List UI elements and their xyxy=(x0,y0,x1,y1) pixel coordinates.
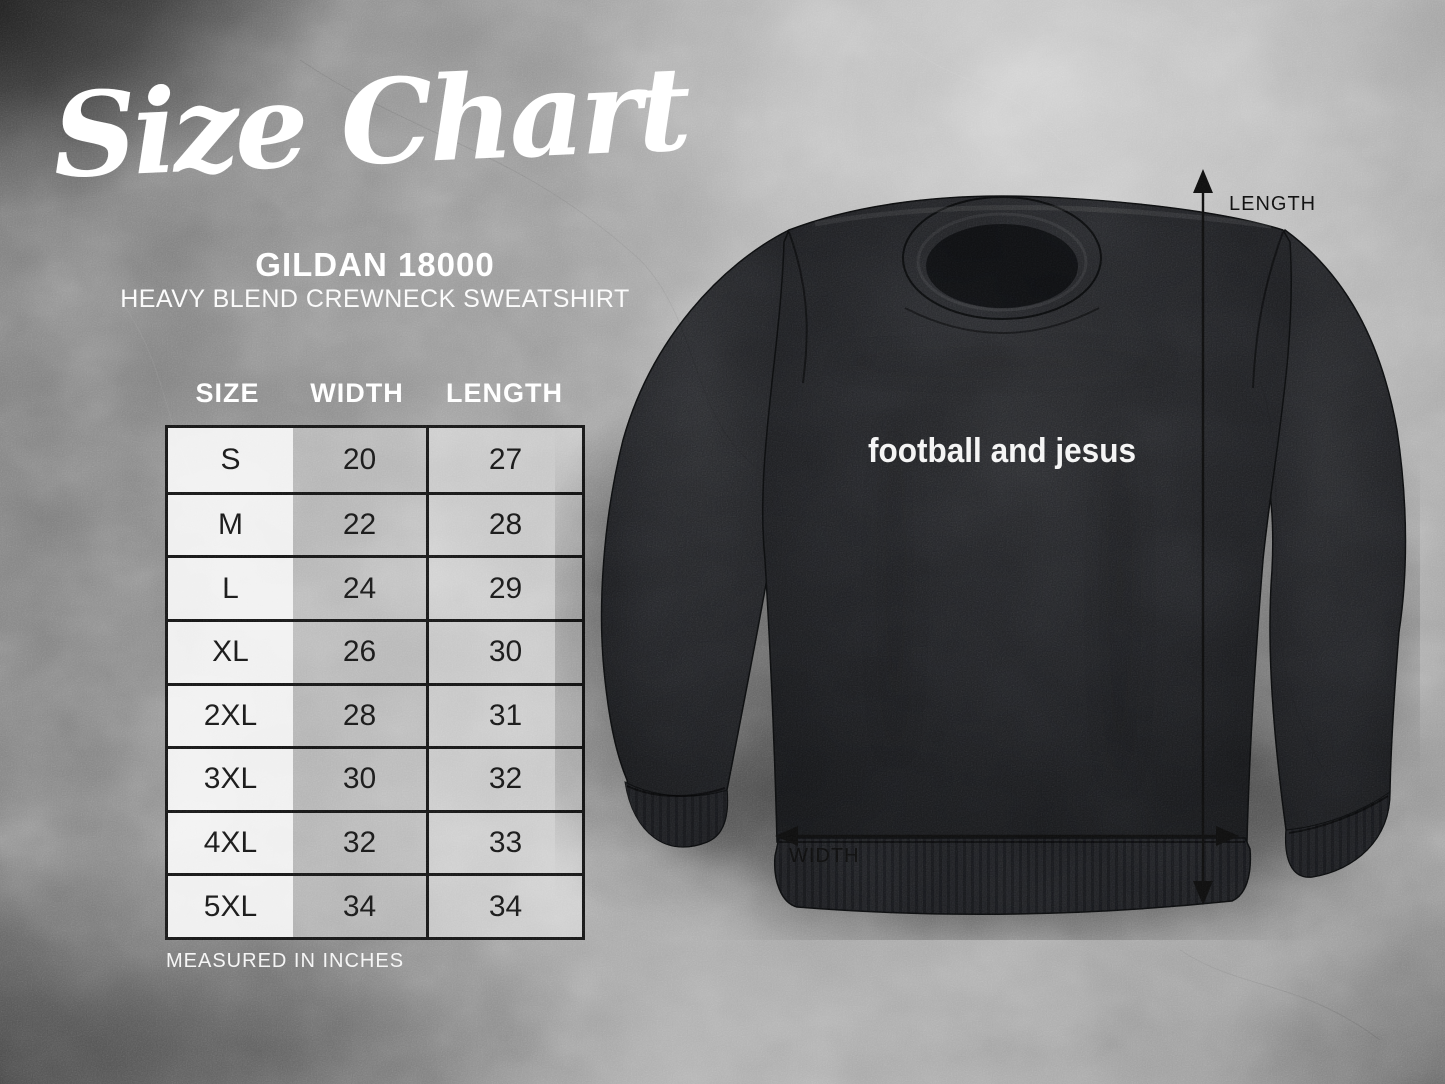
size-cell: 3XL xyxy=(168,749,293,810)
width-cell: 30 xyxy=(293,749,426,810)
column-header-width: WIDTH xyxy=(310,377,404,408)
size-cell: XL xyxy=(168,621,293,683)
fabric-crease xyxy=(1104,428,1136,788)
sweatshirt-mockup: football and jesus xyxy=(555,195,1420,940)
size-cell: M xyxy=(168,494,293,556)
table-row: L 24 29 xyxy=(168,555,582,619)
table-row: 5XL 34 34 xyxy=(168,873,582,937)
table-row: 3XL 30 32 xyxy=(168,746,582,810)
table-row: XL 26 30 xyxy=(168,618,582,683)
garment-print-text: football and jesus xyxy=(868,432,1136,470)
table-row: 4XL 32 33 xyxy=(168,809,582,874)
table-row: 2XL 28 31 xyxy=(168,682,582,747)
table-row: M 22 28 xyxy=(168,491,582,556)
width-cell: 26 xyxy=(293,621,426,683)
table-row: S 20 27 xyxy=(168,428,582,492)
size-cell: 2XL xyxy=(168,685,293,747)
fabric-crease xyxy=(832,351,1172,375)
size-cell: 5XL xyxy=(168,876,293,937)
size-cell: S xyxy=(168,428,293,492)
waistband xyxy=(773,837,1252,915)
table-column-headers: SIZE WIDTH LENGTH xyxy=(165,372,585,414)
size-table: S 20 27 M 22 28 L 24 29 XL 26 30 2XL 28 … xyxy=(165,425,585,940)
width-cell: 32 xyxy=(293,812,426,874)
width-cell: 28 xyxy=(293,685,426,747)
width-cell: 24 xyxy=(293,558,426,619)
size-cell: 4XL xyxy=(168,812,293,874)
width-cell: 22 xyxy=(293,494,426,556)
measurement-unit-note: MEASURED IN INCHES xyxy=(166,950,405,972)
column-header-size: SIZE xyxy=(195,377,260,408)
size-cell: L xyxy=(168,558,293,619)
collar-opening xyxy=(926,224,1078,308)
width-cell: 34 xyxy=(293,876,426,937)
width-cell: 20 xyxy=(293,428,426,492)
